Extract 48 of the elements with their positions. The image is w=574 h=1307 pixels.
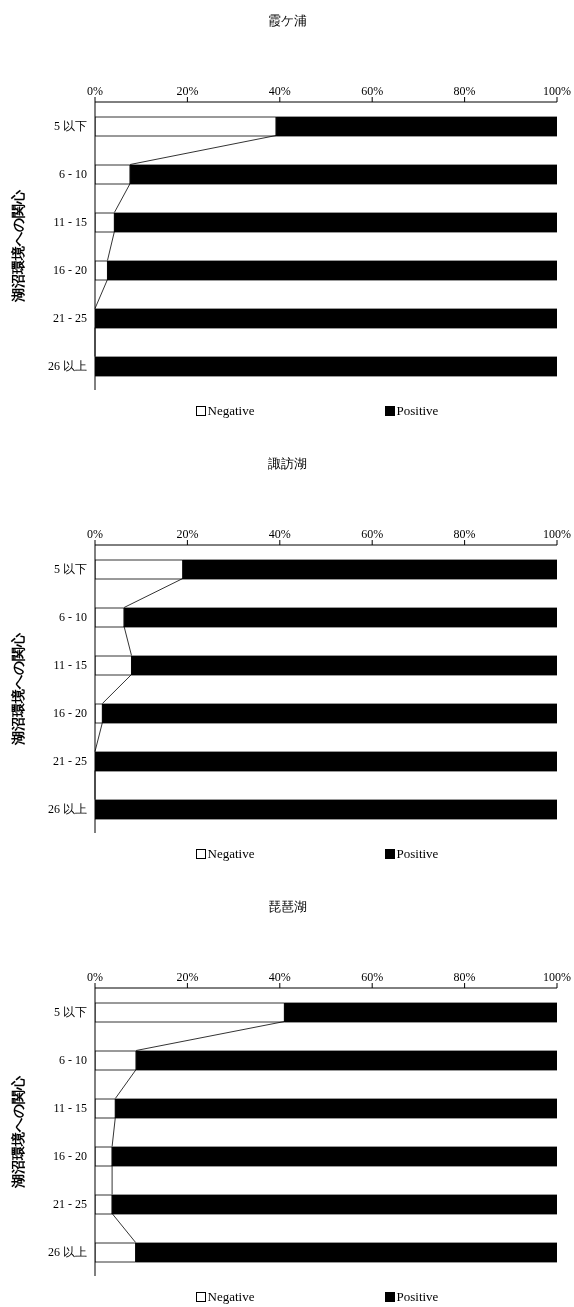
y-tick-label: 21 - 25: [53, 311, 87, 326]
chart-title: 琵琶湖: [266, 898, 308, 916]
x-tick-label: 0%: [87, 527, 103, 541]
y-tick-label: 16 - 20: [53, 706, 87, 721]
x-tick-label: 0%: [87, 970, 103, 984]
y-tick-label: 21 - 25: [53, 1197, 87, 1212]
x-tick-label: 60%: [361, 527, 384, 541]
legend-label: Positive: [396, 846, 439, 862]
x-tick-label: 60%: [361, 970, 384, 984]
x-tick-label: 100%: [543, 84, 571, 98]
y-axis-title: 湖沼環境への関心: [9, 1075, 26, 1189]
y-tick-label: 11 - 15: [53, 658, 87, 673]
y-tick-label: 26 以上: [48, 359, 87, 374]
y-tick-label: 6 - 10: [59, 167, 87, 182]
x-tick-label: 40%: [268, 527, 291, 541]
x-tick-label: 20%: [176, 970, 199, 984]
y-tick-label: 6 - 10: [59, 610, 87, 625]
legend-label: Negative: [207, 403, 255, 419]
x-tick-label: 80%: [453, 84, 476, 98]
x-tick-label: 20%: [176, 84, 199, 98]
y-tick-label: 6 - 10: [59, 1053, 87, 1068]
legend-label: Positive: [396, 403, 439, 419]
y-tick-label: 11 - 15: [53, 215, 87, 230]
y-tick-label: 11 - 15: [53, 1101, 87, 1116]
legend-label: Positive: [396, 1289, 439, 1305]
x-tick-label: 60%: [361, 84, 384, 98]
x-tick-label: 40%: [268, 84, 291, 98]
x-tick-label: 80%: [453, 527, 476, 541]
x-tick-label: 80%: [453, 970, 476, 984]
legend-label: Negative: [207, 846, 255, 862]
x-tick-label: 20%: [176, 527, 199, 541]
chart-title: 霞ケ浦: [266, 12, 308, 30]
chart-title: 諏訪湖: [266, 455, 308, 473]
y-tick-label: 5 以下: [54, 1005, 87, 1020]
x-tick-label: 40%: [268, 970, 291, 984]
y-tick-label: 26 以上: [48, 1245, 87, 1260]
x-tick-label: 0%: [87, 84, 103, 98]
x-tick-label: 100%: [543, 527, 571, 541]
y-axis-title: 湖沼環境への関心: [9, 632, 26, 746]
y-tick-label: 21 - 25: [53, 754, 87, 769]
y-tick-label: 5 以下: [54, 562, 87, 577]
y-tick-label: 16 - 20: [53, 1149, 87, 1164]
y-tick-label: 26 以上: [48, 802, 87, 817]
legend-label: Negative: [207, 1289, 255, 1305]
y-tick-label: 16 - 20: [53, 263, 87, 278]
y-axis-title: 湖沼環境への関心: [9, 189, 26, 303]
y-tick-label: 5 以下: [54, 119, 87, 134]
x-tick-label: 100%: [543, 970, 571, 984]
